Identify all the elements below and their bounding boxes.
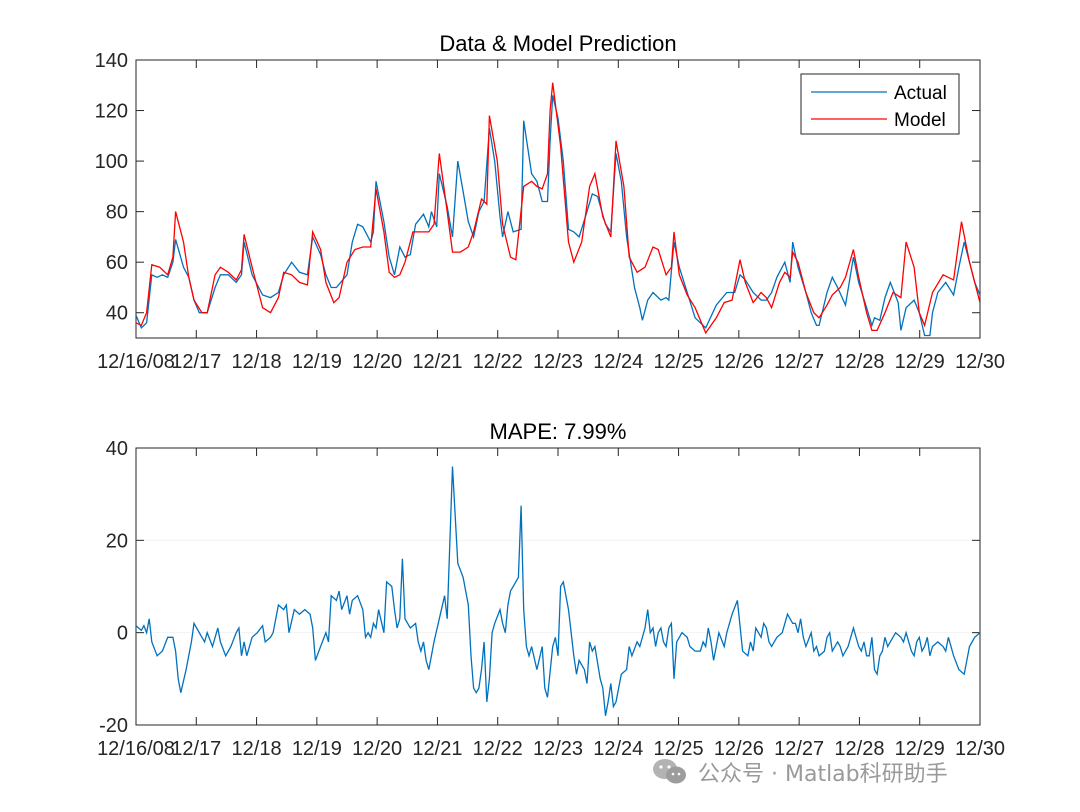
y-tick-label: -20 (99, 715, 128, 737)
legend-label-actual: Actual (894, 83, 947, 104)
y-tick-label: 20 (106, 530, 128, 552)
y-tick-label: 140 (95, 50, 128, 72)
x-tick-label: 12/29 (895, 351, 945, 373)
x-tick-label: 12/22 (473, 351, 523, 373)
y-tick-label: 100 (95, 151, 128, 173)
x-tick-label: 12/30 (955, 738, 1005, 760)
x-tick-label: 12/23 (533, 738, 583, 760)
x-tick-label: 12/28 (834, 351, 884, 373)
series-line-error (136, 466, 980, 716)
x-tick-label: 12/25 (654, 351, 704, 373)
x-tick-label: 12/17 (171, 351, 221, 373)
y-tick-label: 80 (106, 202, 128, 224)
y-tick-label: 40 (106, 438, 128, 460)
y-tick-label: 120 (95, 101, 128, 123)
x-tick-label: 12/27 (774, 351, 824, 373)
x-tick-label: 12/18 (232, 738, 282, 760)
y-tick-label: 40 (106, 303, 128, 325)
x-tick-label: 12/25 (654, 738, 704, 760)
axes-box (135, 447, 981, 726)
x-tick-label: 12/17 (171, 738, 221, 760)
x-tick-label: 12/20 (352, 738, 402, 760)
x-tick-label: 12/23 (533, 351, 583, 373)
legend-label-model: Model (894, 110, 946, 131)
watermark-text: 公众号 · Matlab科研助手 (698, 762, 948, 787)
chart-title: Data & Model Prediction (439, 31, 676, 56)
x-tick-label: 12/18 (232, 351, 282, 373)
x-tick-label: 12/19 (292, 738, 342, 760)
x-tick-label: 12/19 (292, 351, 342, 373)
x-tick-label: 12/28 (834, 738, 884, 760)
y-tick-label: 60 (106, 252, 128, 274)
x-tick-label: 12/29 (895, 738, 945, 760)
watermark: 公众号 · Matlab科研助手 (652, 752, 948, 792)
x-tick-label: 12/21 (412, 351, 462, 373)
x-tick-label: 12/16/08 (97, 351, 175, 373)
x-tick-label: 12/26 (714, 738, 764, 760)
x-tick-label: 12/22 (473, 738, 523, 760)
x-tick-label: 12/24 (593, 738, 643, 760)
x-tick-label: 12/21 (412, 738, 462, 760)
x-tick-label: 12/27 (774, 738, 824, 760)
x-tick-label: 12/20 (352, 351, 402, 373)
y-tick-label: 0 (117, 623, 128, 645)
legend-box (800, 73, 960, 135)
wechat-icon (653, 759, 686, 784)
x-tick-label: 12/30 (955, 351, 1005, 373)
x-tick-label: 12/16/08 (97, 738, 175, 760)
series-line-model (136, 82, 980, 335)
x-tick-label: 12/26 (714, 351, 764, 373)
chart-title: MAPE: 7.99% (490, 419, 627, 444)
x-tick-label: 12/24 (593, 351, 643, 373)
